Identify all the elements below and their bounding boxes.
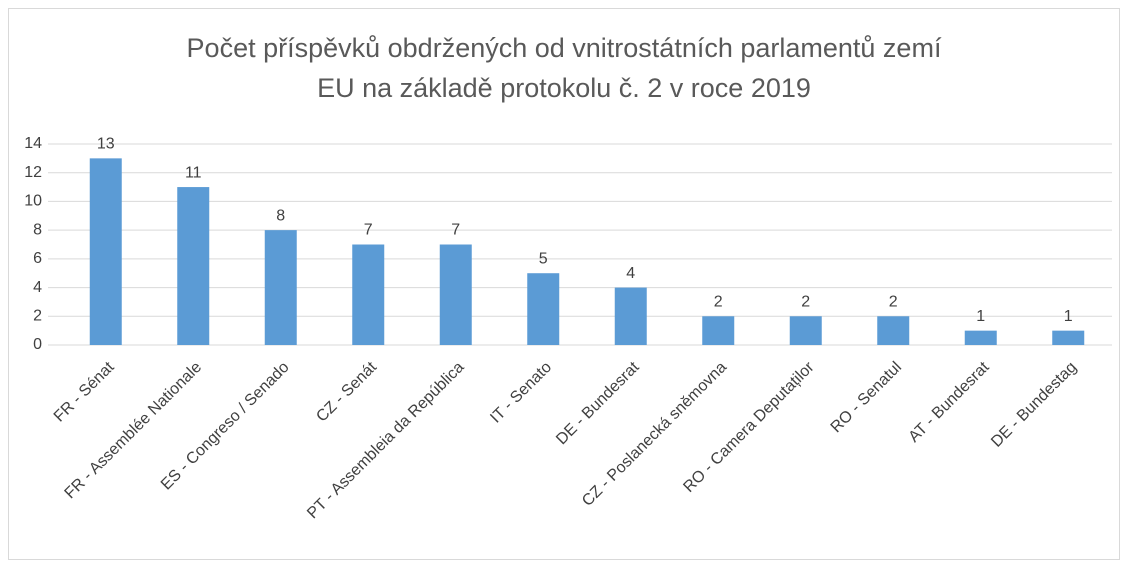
y-tick-label: 0 xyxy=(33,336,42,353)
data-label: 4 xyxy=(626,265,635,282)
bar xyxy=(789,316,822,345)
data-label: 13 xyxy=(97,136,115,153)
bar xyxy=(264,230,297,345)
bar xyxy=(352,244,385,345)
x-tick-label: CZ - Senát xyxy=(313,358,380,425)
title-box: Počet příspěvků obdržených od vnitrostát… xyxy=(0,28,1128,108)
y-tick-label: 10 xyxy=(24,193,42,210)
y-tick-label: 4 xyxy=(33,279,42,296)
bar xyxy=(964,330,997,345)
x-tick-label: CZ - Poslanecká sněmovna xyxy=(579,359,730,510)
data-label: 2 xyxy=(801,294,810,311)
y-tick-label: 6 xyxy=(33,250,42,267)
data-label: 1 xyxy=(1064,308,1073,325)
chart-title: Počet příspěvků obdržených od vnitrostát… xyxy=(186,33,942,103)
data-label: 2 xyxy=(714,294,723,311)
data-label: 7 xyxy=(364,222,373,239)
data-label: 8 xyxy=(276,207,285,224)
y-tick-label: 2 xyxy=(33,308,42,325)
bar xyxy=(1052,330,1085,345)
x-tick-label: DE - Bundesrat xyxy=(553,358,643,448)
bar xyxy=(877,316,910,345)
bar xyxy=(614,287,647,345)
x-tick-label: RO - Senatul xyxy=(828,359,905,436)
x-tick-label: AT - Bundesrat xyxy=(905,358,992,445)
bar xyxy=(439,244,472,345)
bar xyxy=(702,316,735,345)
data-label: 2 xyxy=(889,294,898,311)
y-tick-label: 8 xyxy=(33,221,42,238)
data-label: 7 xyxy=(451,222,460,239)
bar xyxy=(527,273,560,345)
x-tick-label: FR - Sénat xyxy=(51,358,118,425)
data-label: 1 xyxy=(976,308,985,325)
data-label: 11 xyxy=(185,164,202,181)
y-tick-label: 14 xyxy=(24,135,42,152)
chart-border xyxy=(8,8,1120,560)
x-tick-label: DE - Bundestag xyxy=(988,359,1080,451)
x-tick-label: IT - Senato xyxy=(487,359,555,427)
y-tick-label: 12 xyxy=(24,164,42,181)
bar xyxy=(89,158,122,345)
x-tick-label: PT - Assembleia da República xyxy=(304,359,467,522)
bar xyxy=(177,187,210,345)
data-label: 5 xyxy=(539,250,548,267)
